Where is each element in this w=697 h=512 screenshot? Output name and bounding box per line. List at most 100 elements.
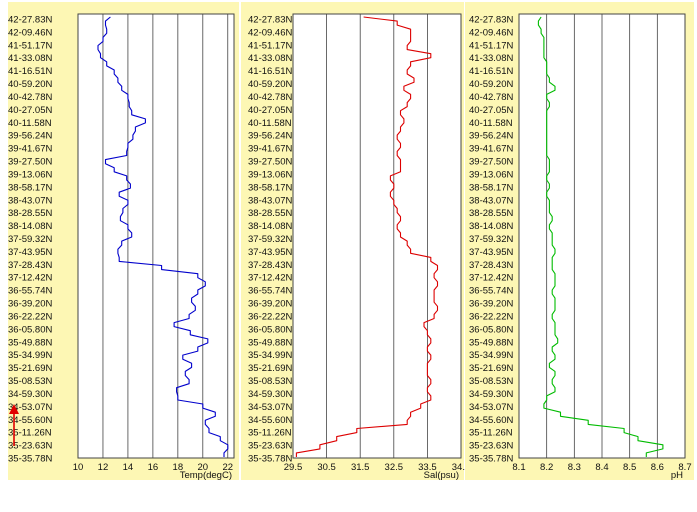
salinity-x-tick-label: 34.5 (452, 462, 471, 473)
salinity-y-tick-label: 36-05.80N (248, 324, 293, 335)
temperature-y-tick-label: 35-08.53N (8, 376, 53, 387)
salinity-y-tick-label: 34-53.07N (248, 402, 293, 413)
temperature-y-tick-label: 38-58.17N (8, 182, 53, 193)
salinity-y-tick-label: 41-33.08N (248, 53, 293, 64)
temperature-y-tick-label: 37-12.42N (8, 273, 53, 284)
temperature-x-tick-label: 20 (198, 462, 209, 473)
temperature-y-tick-label: 38-14.08N (8, 221, 53, 232)
salinity-y-tick-label: 36-22.22N (248, 311, 293, 322)
temperature-y-tick-label: 37-43.95N (8, 247, 53, 258)
ph-y-tick-label: 39-27.50N (469, 157, 514, 168)
salinity-y-tick-label: 42-09.46N (248, 27, 293, 38)
temperature-y-tick-label: 40-42.78N (8, 92, 53, 103)
temperature-x-tick-label: 18 (173, 462, 184, 473)
ph-y-tick-label: 41-33.08N (469, 53, 514, 64)
temperature-y-tick-label: 42-27.83N (8, 15, 53, 26)
salinity-y-tick-label: 38-28.55N (248, 208, 293, 219)
ph-y-tick-label: 35-23.63N (469, 441, 514, 452)
salinity-y-tick-label: 35-08.53N (248, 376, 293, 387)
temperature-y-tick-label: 41-16.51N (8, 66, 53, 77)
ph-y-tick-label: 40-42.78N (469, 92, 514, 103)
ph-series-line (537, 16, 664, 457)
ph-y-tick-label: 37-28.43N (469, 260, 514, 271)
ph-y-tick-label: 36-05.80N (469, 324, 514, 335)
ph-y-tick-label: 42-09.46N (469, 27, 514, 38)
ph-y-tick-label: 36-22.22N (469, 311, 514, 322)
temperature-x-tick-label: 16 (148, 462, 159, 473)
ph-y-tick-label: 38-58.17N (469, 182, 514, 193)
salinity-y-tick-label: 37-43.95N (248, 247, 293, 258)
ph-y-tick-label: 37-43.95N (469, 247, 514, 258)
ph-y-tick-label: 37-59.32N (469, 234, 514, 245)
temperature-y-tick-label: 36-05.80N (8, 324, 53, 335)
ph-y-tick-label: 34-59.30N (469, 389, 514, 400)
temperature-x-tick-label: 14 (123, 462, 134, 473)
salinity-y-tick-label: 35-35.78N (248, 454, 293, 465)
salinity-y-tick-label: 39-41.67N (248, 144, 293, 155)
salinity-y-tick-label: 41-16.51N (248, 66, 293, 77)
temperature-y-tick-label: 41-51.17N (8, 40, 53, 51)
salinity-x-tick-label: 33.5 (418, 462, 437, 473)
ph-y-tick-label: 40-11.58N (469, 118, 513, 129)
salinity-y-tick-label: 40-27.05N (248, 105, 293, 116)
ph-x-tick-label: 8.2 (540, 462, 553, 473)
ph-y-tick-label: 37-12.42N (469, 273, 514, 284)
temperature-x-axis-label: Temp(degC) (180, 470, 232, 481)
temperature-y-tick-label: 34-53.07N (8, 402, 53, 413)
ph-y-tick-label: 41-16.51N (469, 66, 514, 77)
temperature-plot-area (77, 13, 235, 459)
ph-y-tick-label: 34-55.60N (469, 415, 514, 426)
ph-y-tick-label: 36-39.20N (469, 299, 514, 310)
temperature-y-tick-label: 36-55.74N (8, 286, 53, 297)
salinity-y-tick-label: 35-21.69N (248, 363, 293, 374)
temperature-y-tick-label: 40-27.05N (8, 105, 53, 116)
salinity-y-tick-label: 39-13.06N (248, 169, 293, 180)
salinity-y-tick-label: 35-34.99N (248, 350, 293, 361)
salinity-plot-area (292, 13, 462, 459)
ph-y-tick-label: 38-43.07N (469, 195, 514, 206)
ph-y-tick-label: 35-35.78N (469, 454, 514, 465)
temperature-y-tick-label: 39-56.24N (8, 131, 53, 142)
salinity-y-tick-label: 38-14.08N (248, 221, 293, 232)
salinity-y-tick-label: 40-11.58N (248, 118, 292, 129)
temperature-y-tick-label: 39-41.67N (8, 144, 53, 155)
temperature-y-tick-label: 35-23.63N (8, 441, 53, 452)
salinity-y-tick-label: 35-11.26N (248, 428, 292, 439)
temperature-y-tick-label: 39-27.50N (8, 157, 53, 168)
temperature-x-tick-label: 22 (222, 462, 233, 473)
ph-y-tick-label: 35-21.69N (469, 363, 514, 374)
temperature-y-tick-label: 35-21.69N (8, 363, 53, 374)
temperature-y-tick-label: 35-49.88N (8, 337, 53, 348)
ph-y-tick-label: 34-53.07N (469, 402, 514, 413)
salinity-y-tick-label: 36-55.74N (248, 286, 293, 297)
ph-y-tick-label: 41-51.17N (469, 40, 514, 51)
salinity-y-tick-label: 35-49.88N (248, 337, 293, 348)
ph-y-tick-label: 36-55.74N (469, 286, 514, 297)
salinity-y-tick-label: 36-39.20N (248, 299, 293, 310)
temperature-y-tick-label: 37-28.43N (8, 260, 53, 271)
ph-y-tick-label: 40-59.20N (469, 79, 514, 90)
salinity-y-tick-label: 40-59.20N (248, 79, 293, 90)
salinity-y-tick-label: 39-56.24N (248, 131, 293, 142)
salinity-y-tick-label: 38-43.07N (248, 195, 293, 206)
temperature-y-tick-label: 40-59.20N (8, 79, 53, 90)
salinity-x-tick-label: 29.5 (284, 462, 303, 473)
salinity-series-line (295, 16, 439, 457)
salinity-y-tick-label: 42-27.83N (248, 15, 293, 26)
salinity-y-tick-label: 35-23.63N (248, 441, 293, 452)
ph-x-tick-label: 8.5 (623, 462, 636, 473)
temperature-y-tick-label: 35-11.26N (8, 428, 52, 439)
salinity-y-tick-label: 40-42.78N (248, 92, 293, 103)
salinity-x-tick-label: 31.5 (351, 462, 370, 473)
temperature-y-tick-label: 40-11.58N (8, 118, 52, 129)
ph-x-tick-label: 8.3 (568, 462, 581, 473)
ph-x-tick-label: 8.1 (512, 462, 525, 473)
salinity-y-tick-label: 34-55.60N (248, 415, 293, 426)
ph-y-tick-label: 35-11.26N (469, 428, 513, 439)
temperature-y-tick-label: 35-35.78N (8, 454, 53, 465)
ph-y-tick-label: 42-27.83N (469, 15, 514, 26)
salinity-y-tick-label: 41-51.17N (248, 40, 293, 51)
ph-y-tick-label: 40-27.05N (469, 105, 514, 116)
